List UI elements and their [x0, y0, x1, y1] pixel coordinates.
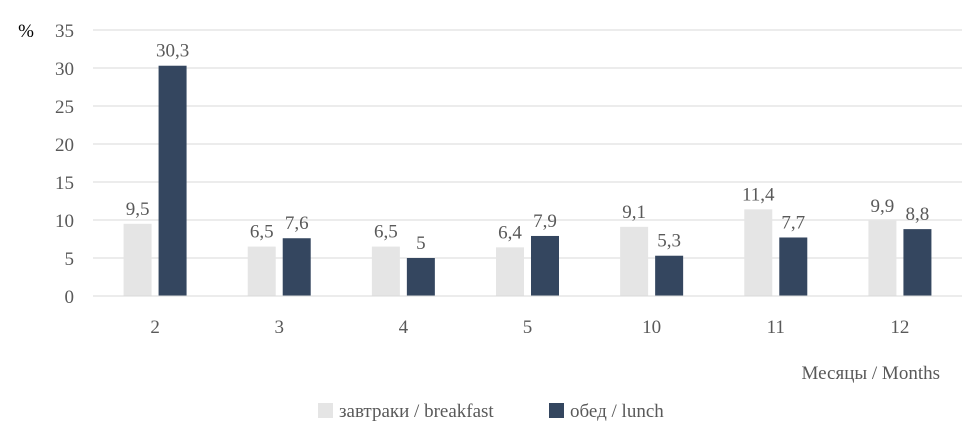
bar-breakfast: [123, 223, 152, 296]
data-label: 30,3: [156, 41, 189, 62]
x-tick-label: 2: [150, 317, 160, 338]
bar-lunch: [406, 258, 435, 296]
bar-lunch: [779, 237, 808, 296]
x-tick-label: 11: [767, 317, 785, 338]
legend: завтраки / breakfast обед / lunch: [318, 401, 664, 422]
x-axis-title: Месяцы / Months: [801, 363, 940, 384]
bar-breakfast: [247, 246, 276, 296]
x-tick-label: 10: [642, 317, 661, 338]
legend-label-lunch: обед / lunch: [570, 401, 664, 422]
bar-breakfast: [868, 220, 897, 296]
bars: [123, 65, 932, 296]
bar-lunch: [903, 229, 932, 296]
data-label: 9,9: [871, 196, 895, 217]
y-unit-label: %: [18, 21, 34, 42]
bar-breakfast: [744, 209, 773, 296]
x-tick-label: 12: [890, 317, 909, 338]
data-label: 7,6: [285, 213, 309, 234]
data-labels: 9,5 30,3 6,5 7,6 6,5 5 6,4 7,9 9,1 5,3 11,4 7,7 9,9 8…: [126, 41, 930, 254]
gridlines: [93, 29, 962, 259]
data-label: 5,3: [657, 231, 681, 252]
data-label: 6,5: [374, 222, 398, 243]
legend-label-breakfast: завтраки / breakfast: [339, 401, 494, 422]
y-tick-label: 10: [55, 211, 74, 232]
y-tick-label: 20: [55, 135, 74, 156]
y-tick-label: 5: [65, 249, 75, 270]
x-tick-label: 3: [274, 317, 284, 338]
y-axis-ticks: 0 5 10 15 20 25 30 35: [55, 21, 74, 308]
bar-breakfast: [496, 247, 524, 296]
x-axis-ticks: 2 3 4 5 10 11 12: [150, 317, 909, 338]
data-label: 9,1: [622, 202, 646, 223]
bar-lunch: [655, 255, 684, 296]
y-tick-label: 0: [65, 287, 75, 308]
data-label: 5: [416, 233, 426, 254]
data-label: 7,7: [781, 212, 805, 233]
legend-swatch-lunch: [549, 403, 564, 418]
bar-lunch: [282, 238, 311, 296]
y-tick-label: 15: [55, 173, 74, 194]
x-tick-label: 5: [523, 317, 533, 338]
y-tick-label: 25: [55, 97, 74, 118]
data-label: 8,8: [906, 204, 930, 225]
y-tick-label: 35: [55, 21, 74, 42]
bar-lunch: [158, 65, 187, 296]
bar-lunch: [531, 235, 559, 296]
legend-swatch-breakfast: [318, 403, 333, 418]
data-label: 9,5: [126, 199, 150, 220]
y-tick-label: 30: [55, 59, 74, 80]
x-tick-label: 4: [399, 317, 409, 338]
bar-breakfast: [620, 226, 649, 296]
data-label: 6,4: [498, 222, 522, 243]
data-label: 11,4: [742, 184, 775, 205]
data-label: 6,5: [250, 222, 274, 243]
data-label: 7,9: [533, 211, 557, 232]
bar-breakfast: [371, 246, 400, 296]
